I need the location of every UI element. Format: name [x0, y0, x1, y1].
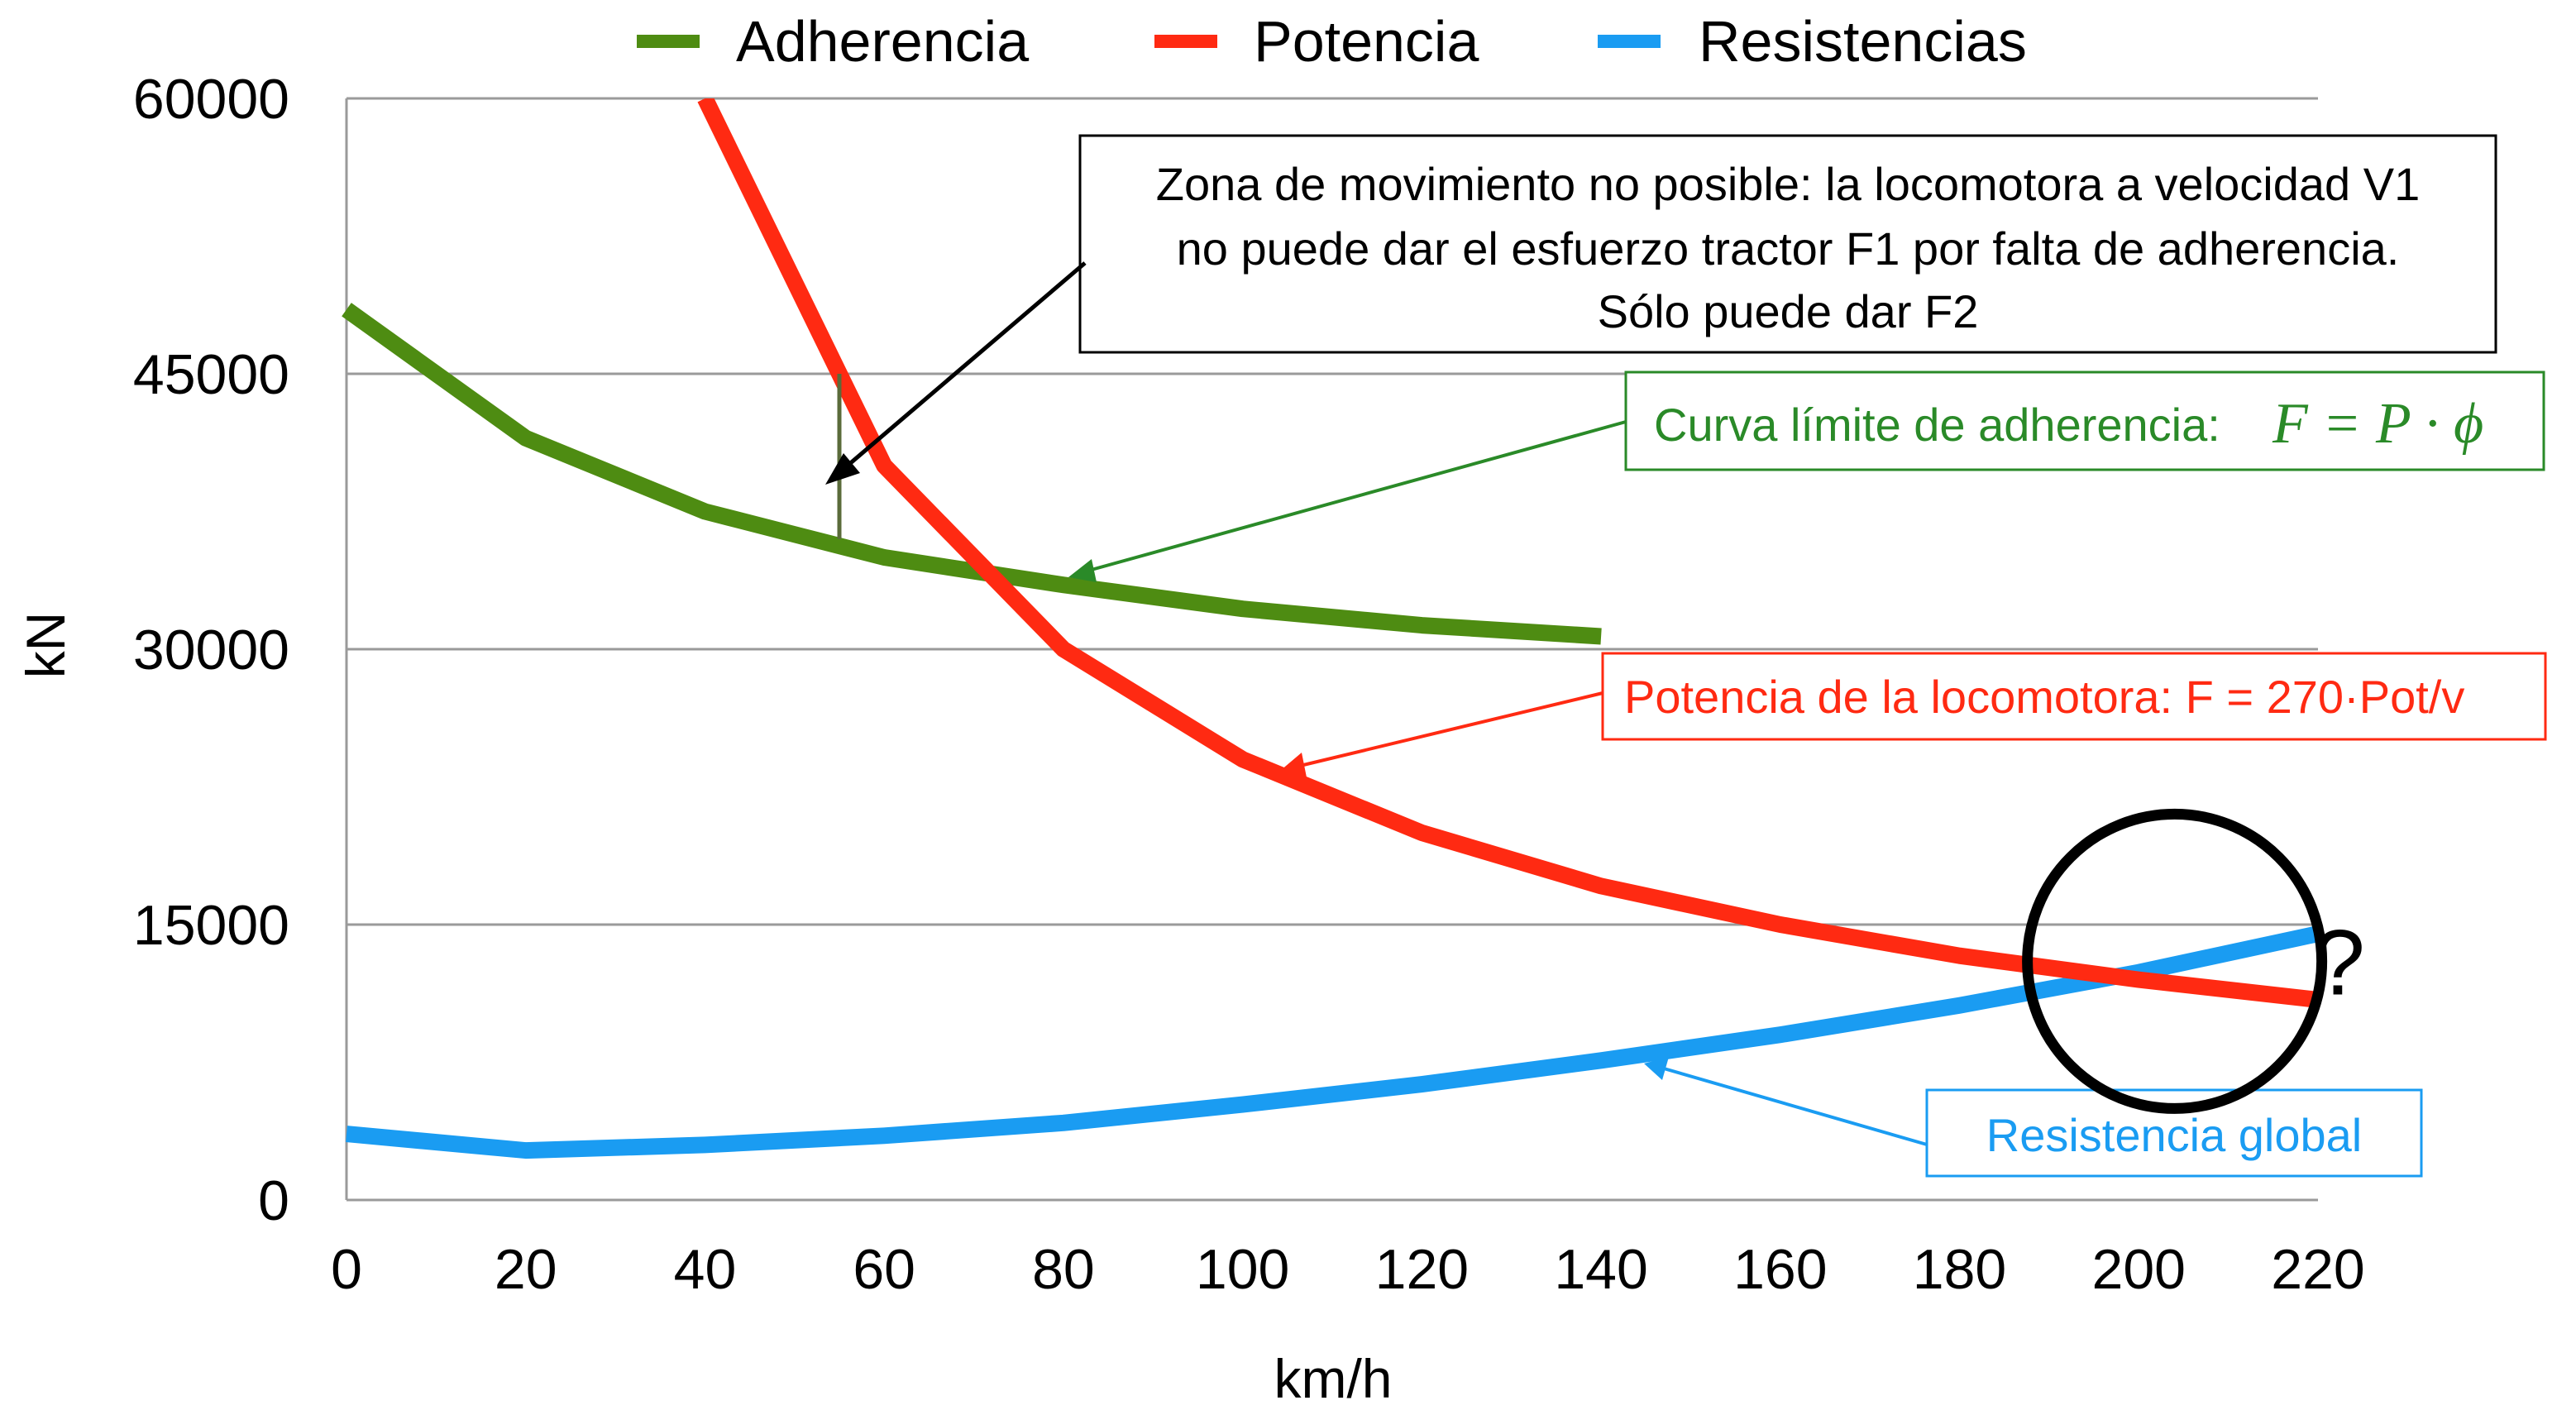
y-tick-label-60000: 60000 — [133, 68, 289, 131]
question-mark: ? — [2314, 911, 2365, 1014]
x-tick-label-140: 140 — [1554, 1238, 1647, 1301]
y-tick-label-0: 0 — [258, 1169, 289, 1232]
y-axis-title: kN — [15, 612, 76, 679]
legend-label-adherencia: Adherencia — [736, 9, 1029, 74]
x-tick-labels: 0 20 40 60 80 100 120 140 160 180 200 220 — [331, 1238, 2365, 1301]
series-line-adherencia — [342, 303, 1602, 645]
legend-label-resistencias: Resistencias — [1699, 9, 2027, 74]
zone-annotation-line-2: no puede dar el esfuerzo tractor F1 por … — [1177, 222, 2400, 275]
x-tick-label-100: 100 — [1196, 1238, 1289, 1301]
power-annotation-arrowhead — [1280, 753, 1307, 777]
resistance-annotation-arrowhead — [1644, 1057, 1669, 1080]
legend-label-potencia: Potencia — [1254, 9, 1479, 74]
adherence-annotation-box — [1624, 370, 2545, 471]
x-tick-label-200: 200 — [2092, 1238, 2186, 1301]
x-tick-label-60: 60 — [853, 1238, 915, 1301]
resistance-annotation-arrow — [1663, 1067, 1928, 1146]
intersection-circle — [2022, 808, 2328, 1114]
power-annotation: Potencia de la locomotora: F = 270·Pot/v — [1280, 652, 2547, 777]
x-tick-label-80: 80 — [1032, 1238, 1095, 1301]
x-tick-label-220: 220 — [2271, 1238, 2364, 1301]
y-tick-label-45000: 45000 — [133, 343, 289, 406]
x-tick-label-20: 20 — [495, 1238, 557, 1301]
y-tick-label-15000: 15000 — [133, 894, 289, 957]
y-tick-label-30000: 30000 — [133, 619, 289, 681]
zone-annotation-box — [1078, 134, 2497, 354]
zone-annotation: Zona de movimiento no posible: la locomo… — [825, 134, 2497, 485]
power-annotation-label: Potencia de la locomotora: F = 270·Pot/v — [1624, 671, 2464, 723]
gridlines — [345, 97, 2318, 1202]
power-annotation-arrow — [1299, 691, 1603, 767]
zone-annotation-arrow — [835, 261, 1087, 476]
series-layer — [342, 98, 2320, 1159]
adherence-annotation-label: Curva límite de adherencia: — [1654, 399, 2220, 451]
y-tick-labels: 0 15000 30000 45000 60000 — [133, 68, 289, 1232]
adherence-annotation-arrow — [1087, 420, 1627, 572]
adherence-annotation-arrowhead — [1068, 559, 1097, 582]
x-tick-label-0: 0 — [331, 1238, 362, 1301]
zone-annotation-line-3: Sólo puede dar F2 — [1598, 285, 1979, 337]
x-tick-label-180: 180 — [1913, 1238, 2006, 1301]
x-axis-title: km/h — [1274, 1348, 1392, 1409]
adherence-annotation-formula: F = P · ϕ — [2272, 392, 2483, 456]
x-tick-label-160: 160 — [1733, 1238, 1827, 1301]
resistance-annotation-label: Resistencia global — [1986, 1109, 2362, 1161]
zone-annotation-line-1: Zona de movimiento no posible: la locomo… — [1156, 158, 2420, 210]
x-tick-label-40: 40 — [674, 1238, 737, 1301]
legend: Adherencia Potencia Resistencias — [637, 9, 2027, 74]
power-annotation-box — [1601, 652, 2547, 741]
series-line-resistencias — [346, 925, 2320, 1159]
series-line-potencia — [697, 98, 2320, 1008]
x-tick-label-120: 120 — [1375, 1238, 1469, 1301]
zone-annotation-arrowhead — [825, 453, 860, 485]
resistance-annotation: Resistencia global — [1644, 1057, 2423, 1178]
adherence-annotation: Curva límite de adherencia: F = P · ϕ — [1068, 370, 2545, 582]
